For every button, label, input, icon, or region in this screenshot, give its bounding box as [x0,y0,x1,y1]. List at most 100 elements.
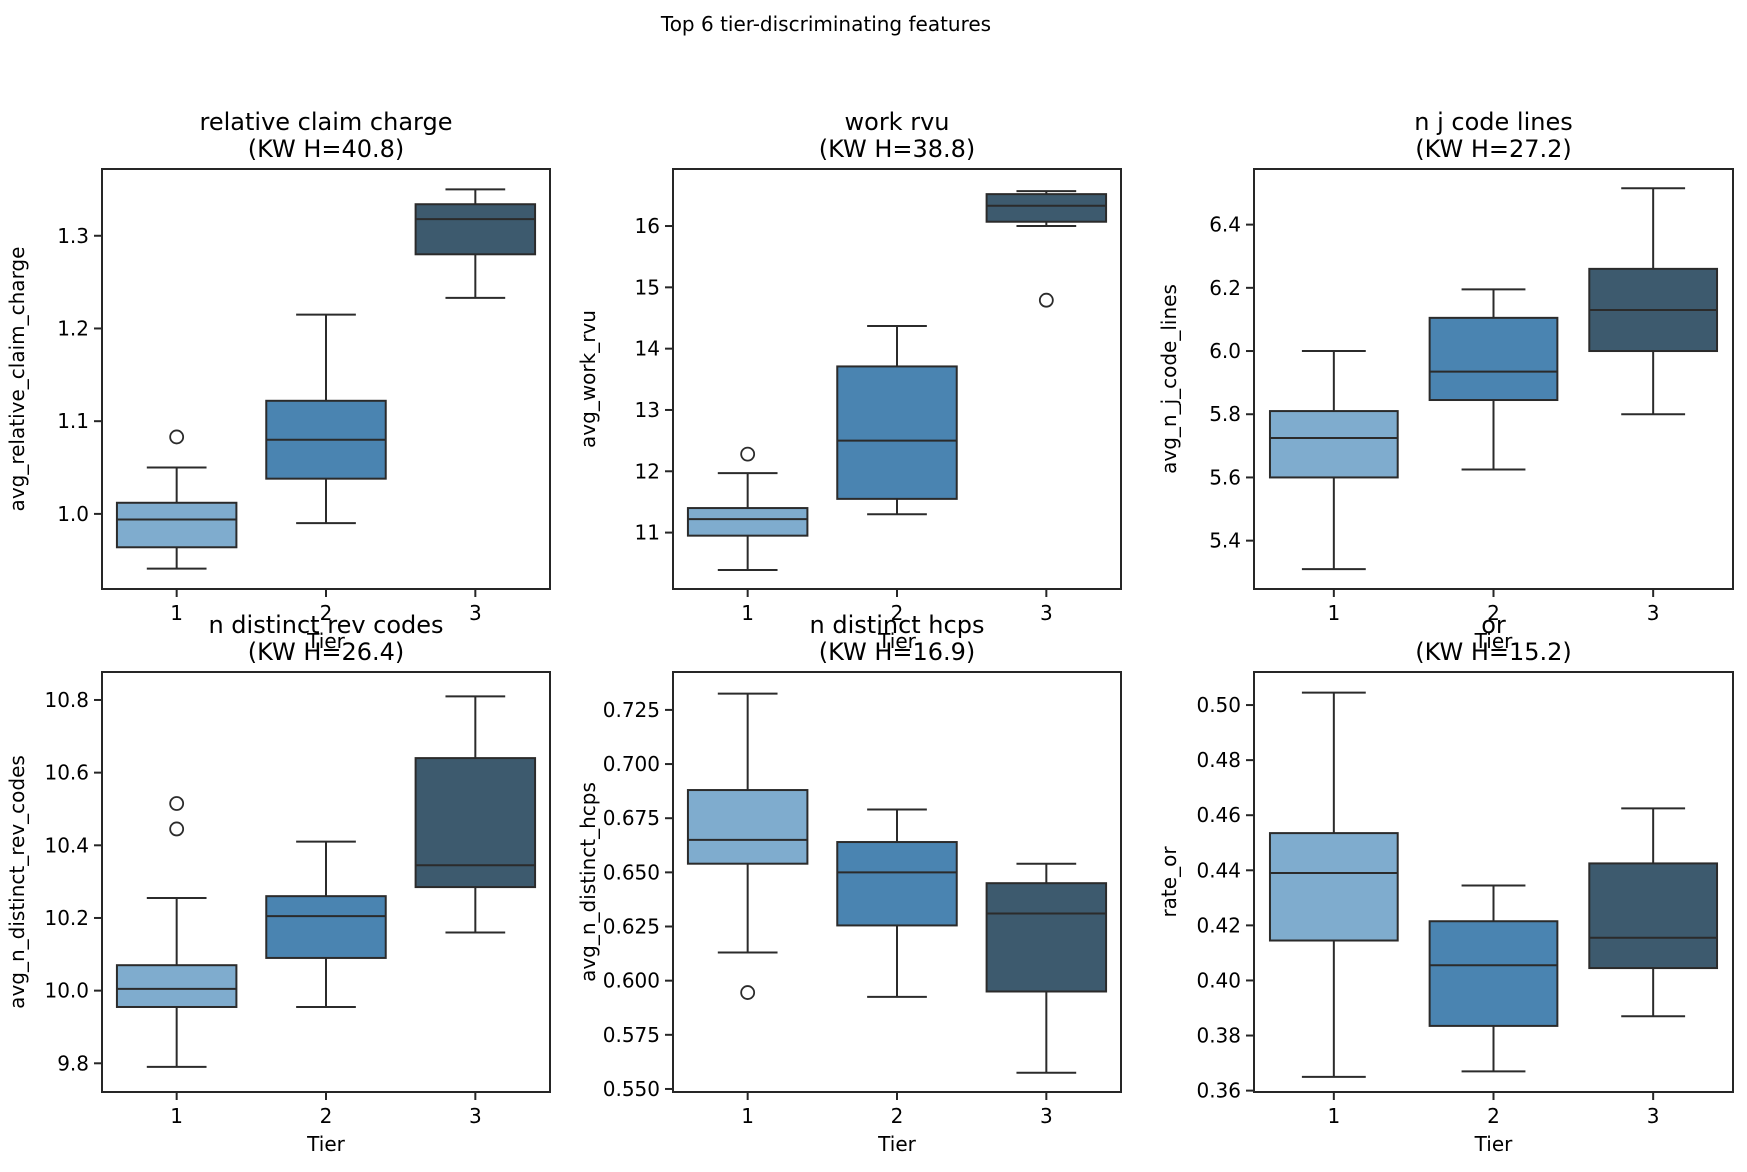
y-tick-label: 0.650 [603,860,660,884]
box-tier-1 [115,796,238,1068]
y-tick-label: 1.1 [57,409,89,433]
x-tick-label: 3 [1647,601,1660,625]
y-tick-label: 1.3 [57,224,89,248]
outlier-point [169,796,185,811]
outlier-point [740,446,756,462]
x-tick-label: 3 [1647,1104,1660,1128]
iqr-box [686,789,809,865]
y-tick-label: 13 [635,398,660,422]
iqr-box [414,757,537,889]
subplot-relative-claim-charge: relative claim charge(KW H=40.8) 1.0 1.1 1.… [5,108,551,653]
subplot-or: or(KW H=15.2) 0.36 0.38 0.40 0.42 0.44 0.46 0.4… [1157,611,1734,1156]
x-axis-label: Tier [877,1132,916,1156]
box-tier-2 [1428,288,1559,471]
y-tick-label: 5.6 [1209,465,1241,489]
y-tick-label: 6.0 [1209,339,1241,363]
y-tick-label: 5.8 [1209,402,1241,426]
box-tier-3 [985,862,1108,1074]
box-tier-2 [265,840,387,1008]
x-axis-label: Tier [877,629,916,653]
subplot-title: n distinct hcps [810,611,985,639]
y-tick-label: 15 [635,275,660,299]
box-tier-3 [1588,807,1719,1018]
x-tick-label: 1 [1327,601,1340,625]
y-tick-label: 0.36 [1196,1079,1241,1103]
x-tick-label: 3 [1040,601,1053,625]
axes-frame [672,671,1122,1093]
subplot-subtitle: (KW H=15.2) [1415,638,1572,666]
y-axis-label: avg_relative_claim_charge [5,247,29,512]
y-axis-label: avg_n_j_code_lines [1157,284,1181,474]
y-tick-label: 9.8 [57,1051,89,1075]
iqr-box [414,203,537,256]
box-tier-2 [836,324,958,516]
y-tick-label: 0.48 [1196,748,1241,772]
y-tick-label: 6.4 [1209,213,1241,237]
y-tick-label: 0.625 [603,915,660,939]
subplot-subtitle: (KW H=38.8) [819,135,976,163]
iqr-box [686,507,809,537]
x-tick-label: 1 [741,601,754,625]
figure-suptitle: Top 6 tier-discriminating features [660,12,992,36]
box-tier-2 [1428,884,1559,1073]
x-axis-label: Tier [306,629,345,653]
y-tick-label: 0.675 [603,806,660,830]
subplot-n-j-code-lines: n j code lines(KW H=27.2) 5.4 5.6 5.8 6.0 6.2… [1157,108,1734,653]
y-tick-label: 6.2 [1209,276,1241,300]
subplot-title: work rvu [845,108,950,136]
axes-frame [1253,168,1734,590]
y-tick-label: 0.44 [1196,858,1241,882]
x-tick-label: 3 [469,601,482,625]
iqr-box [836,841,958,927]
axes-frame [672,168,1122,590]
y-tick-label: 0.50 [1196,693,1241,717]
iqr-box [265,895,387,959]
outlier-point [1038,292,1054,308]
box-tier-1 [686,692,809,1000]
y-tick-label: 10.6 [44,761,89,785]
axes-frame [101,168,551,590]
axes-frame [101,671,551,1093]
subplot-title: n j code lines [1414,108,1572,136]
y-tick-label: 0.42 [1196,913,1241,937]
y-tick-label: 0.550 [603,1077,660,1101]
y-axis-label: avg_n_distinct_hcps [576,782,600,982]
iqr-box [1428,316,1559,402]
y-tick-label: 0.700 [603,752,660,776]
iqr-box [1588,862,1719,970]
iqr-box [836,365,958,500]
y-tick-label: 16 [635,214,660,238]
x-tick-label: 1 [741,1104,754,1128]
box-tier-2 [836,808,958,998]
x-tick-label: 3 [469,1104,482,1128]
y-axis-label: rate_or [1157,846,1181,918]
iqr-box [115,964,238,1008]
outlier-point [169,429,185,445]
y-tick-label: 1.0 [57,502,89,526]
subplot-subtitle: (KW H=26.4) [248,638,405,666]
y-tick-label: 0.600 [603,969,660,993]
y-tick-label: 0.725 [603,698,660,722]
iqr-box [1268,832,1399,942]
outlier-point [169,821,185,837]
subplot-title: relative claim charge [200,108,453,136]
x-axis-label: Tier [1474,629,1513,653]
x-tick-label: 2 [1487,601,1500,625]
box-tier-1 [1268,691,1399,1078]
iqr-box [115,501,238,549]
x-axis-label: Tier [1474,1132,1513,1156]
y-tick-label: 10.4 [44,833,89,857]
y-tick-label: 0.575 [603,1023,660,1047]
x-tick-label: 1 [1327,1104,1340,1128]
iqr-box [1428,920,1559,1027]
box-tier-1 [115,429,238,570]
y-axis-label: avg_work_rvu [576,310,600,448]
y-tick-label: 1.2 [57,316,89,340]
subplot-title: n distinct rev codes [208,611,443,639]
box-tier-2 [265,313,387,525]
subplot-n-distinct-rev-codes: n distinct rev codes(KW H=26.4) 9.8 10.0 10… [5,611,551,1156]
box-tier-3 [414,695,537,934]
iqr-box [985,193,1108,223]
